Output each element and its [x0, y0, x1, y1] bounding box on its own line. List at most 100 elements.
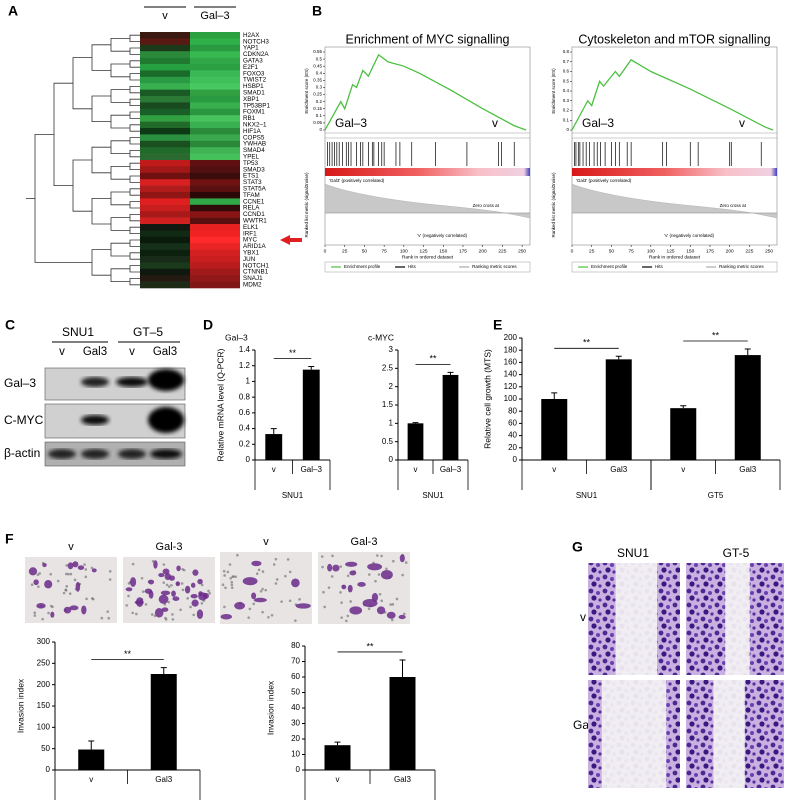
gene-label: CCND1 [243, 211, 265, 218]
lane-label: v [129, 346, 135, 358]
cell [36, 603, 46, 609]
pore [84, 575, 88, 579]
y-tick-label: 2 [389, 382, 394, 391]
color-bar [572, 168, 777, 176]
pore [33, 611, 37, 615]
gene-label: TFAM [243, 192, 260, 199]
pore [144, 603, 148, 606]
heat-cell [140, 153, 190, 161]
pore [170, 583, 173, 587]
gene-label: MDM2 [243, 281, 262, 288]
cell [196, 609, 204, 620]
pore [230, 586, 234, 590]
cell [190, 594, 198, 599]
x-tick-label: 125 [420, 248, 428, 254]
pore [69, 572, 73, 576]
y-tick-label: 0.3 [316, 85, 323, 90]
heat-cell [140, 224, 190, 231]
y-tick-label: 0.25 [313, 92, 322, 97]
pore [106, 610, 110, 613]
pore [264, 588, 268, 592]
pore [179, 608, 182, 612]
gene-label: STAT5A [243, 185, 267, 192]
bar [302, 369, 320, 460]
gene-label: HIF1A [243, 128, 262, 135]
pore [404, 561, 408, 564]
heat-cell [140, 128, 190, 135]
x-tick-label: 100 [647, 248, 655, 254]
pore [192, 613, 196, 617]
dendrogram [129, 98, 140, 106]
x-axis-label: Rank in ordered dataset [402, 254, 454, 260]
y-tick-label: 300 [37, 637, 51, 646]
x-tick-label: 125 [667, 248, 675, 254]
pore [228, 563, 232, 566]
dendrogram [129, 60, 140, 68]
dendrogram [129, 137, 140, 145]
chart-title: c-MYC [368, 332, 394, 342]
gene-label: GATA3 [243, 57, 263, 64]
phenotype-label: v [739, 116, 745, 130]
dendrogram [129, 124, 140, 132]
heat-cell [140, 64, 190, 71]
legend-label: Ranking metric scores [719, 264, 764, 269]
heat-cell [190, 166, 240, 174]
y-axis-label: Relative mRNA level (Q-PCR) [215, 348, 225, 461]
cell [154, 608, 164, 618]
heat-cell [140, 121, 190, 129]
cell [50, 611, 55, 618]
cell [162, 568, 170, 575]
enrichment-curve [324, 53, 527, 131]
pore [255, 572, 259, 576]
panel-label: F [5, 531, 14, 547]
cell [176, 565, 181, 572]
y-tick-label: 0.5 [382, 437, 394, 446]
y-tick-label: 30 [291, 719, 300, 728]
cell [125, 587, 133, 592]
pore [321, 565, 324, 569]
lane-label: v [59, 346, 65, 358]
dendrogram [129, 73, 140, 81]
heat-cell [140, 76, 190, 84]
heat-cell [190, 102, 240, 110]
neg-label: 'v' (negatively correlated) [417, 233, 467, 238]
y-tick-label: 40 [291, 703, 300, 712]
blot-band [81, 449, 109, 459]
x-tick-label: 25 [589, 248, 595, 254]
x-tick-label: v [681, 465, 685, 474]
error-bar [551, 392, 558, 399]
heat-cell [140, 108, 190, 116]
x-tick-label: 175 [706, 248, 714, 254]
heat-cell [140, 89, 190, 97]
dendrogram [129, 252, 140, 260]
cell [197, 578, 203, 585]
column-header: GT-5 [723, 546, 750, 560]
pore [330, 575, 334, 578]
heat-cell [190, 243, 240, 250]
gene-label: HSBP1 [243, 83, 264, 90]
pore [395, 597, 399, 601]
cell [295, 603, 311, 609]
blot-band [81, 377, 109, 387]
pore [84, 568, 88, 571]
group-label: SNU1 [282, 491, 304, 500]
x-tick-label: v [272, 465, 276, 474]
heat-cell [190, 217, 240, 225]
pore [229, 576, 232, 580]
heat-cell [140, 140, 190, 148]
heat-cell [190, 147, 240, 154]
micrograph [318, 552, 410, 624]
y-tick-label: 60 [508, 419, 517, 428]
heat-cell [190, 179, 240, 186]
heat-cell [190, 70, 240, 78]
y-tick-label: 0.6 [563, 69, 570, 74]
dendrogram [129, 188, 140, 196]
cell [75, 581, 81, 592]
dendrogram [110, 166, 130, 180]
heat-cell [140, 198, 190, 206]
heat-cell [140, 51, 190, 58]
error-bar [399, 659, 406, 677]
pore [162, 563, 166, 566]
heat-cell [140, 236, 190, 244]
cell [67, 562, 74, 570]
